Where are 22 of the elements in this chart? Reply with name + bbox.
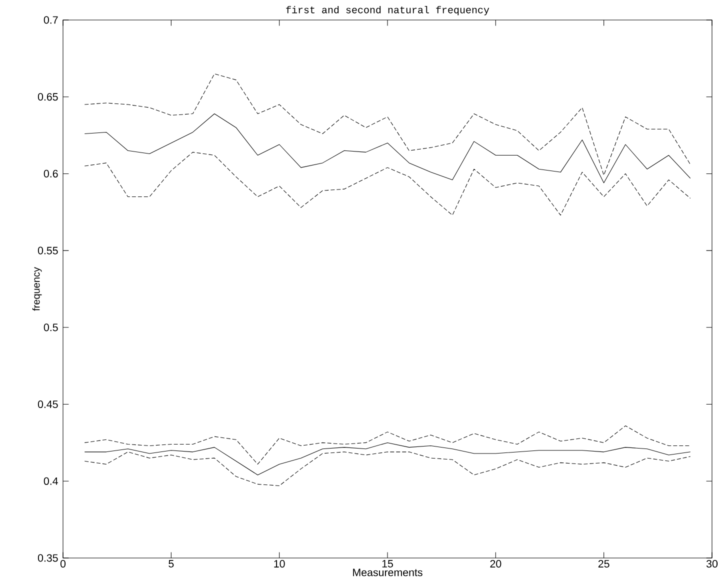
x-tick-label: 10 [274,560,285,568]
x-tick-label: 0 [60,560,66,568]
x-tick-label: 25 [598,560,610,568]
x-tick-label: 15 [382,560,393,568]
chart-title: first and second natural frequency [286,6,490,16]
line-series [84,426,691,464]
line-series [84,452,691,486]
y-tick-label: 0.35 [38,554,58,562]
y-tick-label: 0.7 [44,16,58,24]
x-tick-label: 20 [490,560,502,568]
y-tick-label: 0.55 [38,246,58,254]
x-tick-label: 30 [706,560,718,568]
y-axis-title: frequency [32,267,42,311]
y-tick-label: 0.4 [44,477,58,485]
x-axis-title: Measurements [353,568,422,576]
line-series [84,113,691,184]
x-tick-label: 5 [168,560,174,568]
y-tick-label: 0.6 [44,170,58,178]
y-tick-label: 0.5 [44,324,58,332]
y-tick-label: 0.65 [38,93,58,101]
line-series [84,74,691,176]
y-tick-label: 0.45 [38,400,58,408]
